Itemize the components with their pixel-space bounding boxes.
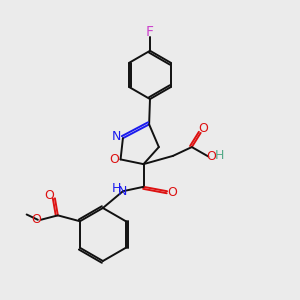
Text: O: O	[206, 150, 216, 163]
Text: O: O	[45, 189, 55, 202]
Text: O: O	[109, 153, 119, 166]
Text: N: N	[112, 130, 121, 143]
Text: O: O	[198, 122, 208, 135]
Text: H: H	[112, 182, 121, 195]
Text: O: O	[31, 213, 41, 226]
Text: H: H	[215, 148, 224, 161]
Text: F: F	[146, 25, 154, 39]
Text: N: N	[118, 185, 128, 198]
Text: O: O	[167, 186, 177, 199]
